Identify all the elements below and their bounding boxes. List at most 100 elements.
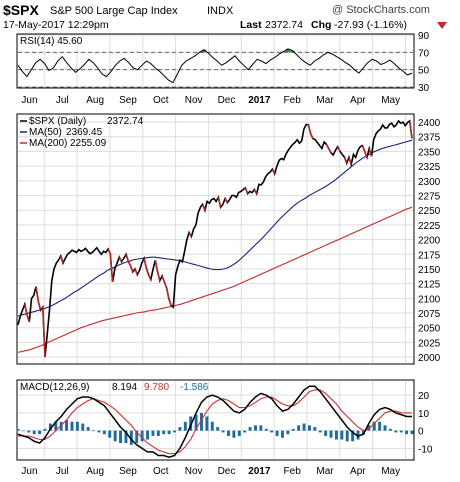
legend-price-name: $SPX (Daily) — [29, 116, 86, 127]
price-down-segment — [343, 157, 348, 164]
price-down-segment — [364, 151, 368, 158]
down-arrow-icon — [437, 22, 447, 29]
stockcharts-watermark: @ StockCharts.com — [332, 4, 430, 16]
macd-tick-label: 10 — [418, 409, 430, 420]
price-down-segment — [307, 124, 312, 134]
price-tick-label: 2325 — [418, 162, 441, 173]
x-axis-month-label: Jun — [21, 95, 37, 106]
price-down-segment — [188, 232, 192, 237]
macd-histogram-bar — [324, 430, 328, 436]
macd-histogram-bar — [388, 428, 392, 431]
price-down-segment — [24, 304, 28, 315]
macd-histogram-bar — [248, 427, 252, 431]
macd-histogram-bar — [254, 425, 257, 431]
macd-histogram-bar — [297, 425, 301, 431]
macd-histogram-bar — [113, 430, 117, 442]
price-down-segment — [147, 274, 152, 280]
price-down-segment — [127, 261, 132, 267]
price-down-segment — [328, 148, 332, 153]
macd-histogram-bar — [124, 430, 128, 444]
price-tick-label: 2100 — [418, 294, 441, 305]
legend-ma50-name: MA(50) — [29, 127, 62, 138]
x-axis-month-label: Nov — [185, 95, 203, 106]
x-axis-month-label: May — [381, 466, 400, 477]
price-tick-label: 2125 — [418, 280, 441, 291]
price-down-segment — [145, 267, 150, 276]
price-down-segment — [163, 281, 168, 289]
macd-legend-hist: -1.586 — [180, 382, 209, 393]
price-down-segment — [361, 145, 366, 152]
macd-histogram-bar — [135, 430, 139, 444]
macd-panel — [16, 379, 415, 461]
macd-histogram-bar — [237, 430, 241, 436]
price-tick-label: 2300 — [418, 177, 441, 188]
price-down-segment — [125, 254, 129, 262]
rsi-tick-label: 50 — [418, 66, 430, 77]
x-axis-month-label: 2017 — [248, 95, 271, 106]
macd-histogram-bar — [151, 430, 155, 436]
x-axis-month-label: Sep — [119, 95, 137, 106]
legend-ma200-name: MA(200) — [29, 138, 67, 149]
macd-histogram-bar — [70, 421, 74, 431]
price-down-segment — [134, 268, 138, 276]
last-label: Last — [240, 19, 262, 31]
macd-histogram-bar — [372, 421, 376, 431]
macd-histogram-bar — [340, 430, 344, 440]
exchange-label: INDX — [207, 5, 234, 17]
x-axis-month-label: Jul — [56, 466, 69, 477]
macd-histogram-bar — [329, 430, 333, 438]
price-down-segment — [348, 157, 352, 165]
legend-price-value: 2372.74 — [107, 116, 144, 127]
price-tick-label: 2075 — [418, 309, 441, 320]
macd-histogram-bar — [54, 421, 58, 431]
macd-histogram-bar — [286, 430, 290, 435]
macd-histogram-bar — [281, 430, 284, 438]
price-panel — [16, 113, 415, 365]
x-axis-month-label: Oct — [153, 466, 169, 477]
macd-layer — [16, 385, 414, 458]
macd-histogram-bar — [65, 420, 69, 431]
price-tick-label: 2250 — [418, 206, 441, 217]
x-axis-month-label: 2017 — [248, 466, 271, 477]
price-tick-label: 2050 — [418, 324, 441, 335]
rsi-layer — [17, 48, 413, 84]
price-tick-label: 2025 — [418, 338, 441, 349]
price-down-segment — [409, 120, 413, 139]
x-axis-month-label: Nov — [185, 466, 203, 477]
macd-histogram-bar — [259, 425, 263, 431]
rsi-legend: RSI(14) 45.60 — [20, 36, 83, 47]
macd-histogram-bar — [86, 427, 90, 431]
x-axis-month-label: Jul — [56, 95, 69, 106]
macd-histogram-bar — [59, 421, 63, 431]
symbol-title: $SPX — [3, 2, 39, 18]
price-down-segment — [337, 146, 341, 152]
macd-histogram-bar — [140, 430, 144, 442]
last-value: 2372.74 — [265, 19, 303, 31]
price-tick-label: 2375 — [418, 133, 441, 144]
price-tick-label: 2200 — [418, 236, 441, 247]
ma50-line — [17, 139, 413, 317]
price-down-segment — [107, 248, 111, 254]
macd-histogram-bar — [243, 430, 247, 433]
axis-layer: 30 50 70 90 2000 2025 2050 2075 2100 2125 2150 2175… — [21, 31, 440, 477]
price-tick-label: 2275 — [418, 192, 441, 203]
macd-line — [17, 385, 412, 458]
macd-histogram-bar — [38, 430, 42, 435]
macd-histogram-bar — [102, 430, 106, 435]
macd-histogram-bar — [146, 430, 149, 440]
macd-histogram-bar — [227, 430, 230, 436]
macd-histogram-bar — [232, 430, 236, 438]
macd-histogram-bar — [16, 428, 20, 431]
ma200-line — [17, 206, 413, 353]
price-down-segment — [26, 314, 30, 323]
legend-ma50-value: 2369.45 — [66, 127, 103, 138]
price-down-segment — [156, 271, 161, 281]
macd-histogram-bar — [178, 427, 182, 431]
price-down-segment — [165, 287, 170, 299]
x-axis-month-label: May — [381, 95, 400, 106]
x-axis-month-label: Apr — [350, 95, 366, 106]
macd-histogram-bar — [205, 416, 209, 431]
price-tick-label: 2350 — [418, 147, 441, 158]
macd-histogram-bar — [81, 423, 85, 431]
